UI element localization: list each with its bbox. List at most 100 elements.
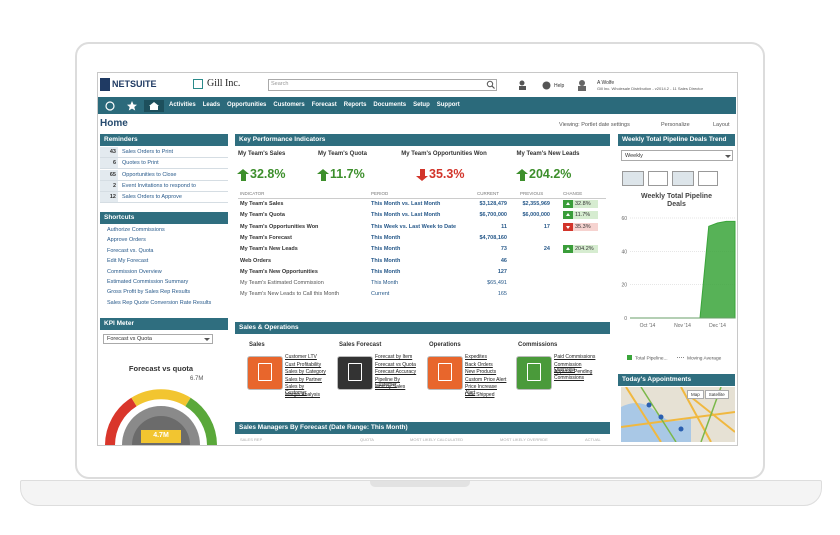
portlet-header: Sales & Operations bbox=[235, 322, 610, 334]
reminder-count: 65 bbox=[109, 171, 116, 178]
group-link[interactable]: Forecast by Item bbox=[375, 354, 413, 360]
kpi-current: $6,700,000 bbox=[479, 212, 507, 219]
group-link[interactable]: Sales by Partner bbox=[285, 376, 322, 383]
nav-item[interactable]: Activities bbox=[169, 102, 196, 108]
chart-type-button[interactable] bbox=[648, 171, 668, 186]
arrow-down-head bbox=[416, 175, 429, 181]
nav-item[interactable]: Customers bbox=[273, 102, 305, 108]
chart-type-button[interactable] bbox=[672, 171, 694, 186]
change-badge-arrow bbox=[565, 225, 570, 229]
group-link[interactable]: Pipeline By Customer bbox=[375, 376, 401, 389]
kpi-column-header: PREVIOUS bbox=[520, 191, 544, 196]
layout[interactable]: Layout bbox=[713, 122, 730, 128]
nav-icons[interactable] bbox=[104, 100, 164, 112]
reminder-count-cell bbox=[100, 180, 118, 191]
reminder-link[interactable]: Opportunities to Close bbox=[122, 171, 177, 178]
group-link[interactable]: Sales by Customer bbox=[285, 384, 307, 396]
reminder-count-cell bbox=[100, 169, 118, 180]
kpi-indicator: My Team's New Opportunities bbox=[240, 268, 318, 275]
user-icon[interactable] bbox=[576, 79, 592, 91]
kpi-period[interactable]: Current bbox=[371, 291, 390, 298]
column-header: ACTUAL bbox=[585, 437, 601, 442]
kpi-period[interactable]: This Month bbox=[371, 246, 401, 253]
group-link[interactable]: Commission Overview bbox=[554, 361, 582, 374]
change-badge-arrow bbox=[565, 213, 570, 217]
kpi-period[interactable]: This Month vs. Last Month bbox=[371, 212, 441, 219]
search-box[interactable] bbox=[268, 79, 497, 91]
shortcut-link[interactable]: Gross Profit by Sales Rep Results bbox=[107, 289, 191, 296]
shortcut-link[interactable]: Authorize Commissions bbox=[107, 227, 165, 233]
group-link[interactable]: Forecast Accuracy bbox=[375, 369, 417, 376]
user-name[interactable]: A Wolfe bbox=[597, 80, 615, 86]
kpi-indicator: Web Orders bbox=[240, 257, 272, 264]
nav-item[interactable]: Setup bbox=[413, 102, 430, 108]
select-arrow bbox=[725, 155, 731, 158]
group-link[interactable]: Expedites bbox=[465, 354, 487, 360]
group-link[interactable]: Late Shipped bbox=[465, 392, 495, 398]
kpi-current: $65,491 bbox=[487, 280, 507, 287]
shortcut-link[interactable]: Estimated Commission Summary bbox=[107, 279, 189, 285]
kpi-period[interactable]: This Month bbox=[371, 280, 399, 287]
kpi-period[interactable]: This Week vs. Last Week to Date bbox=[371, 223, 457, 230]
reminder-link[interactable]: Sales Orders to Print bbox=[122, 149, 174, 155]
column-header: QUOTA bbox=[360, 437, 374, 442]
kpi-indicator: My Team's Sales bbox=[240, 201, 284, 207]
arrow-up bbox=[241, 174, 246, 181]
shortcut-link[interactable]: Approve Orders bbox=[107, 237, 146, 244]
reminder-link[interactable]: Event Invitations to respond to bbox=[122, 182, 196, 189]
group-link[interactable]: Customer LTV bbox=[285, 354, 317, 360]
nav-item[interactable]: Opportunities bbox=[227, 102, 267, 108]
recent-icon[interactable] bbox=[518, 80, 530, 90]
reminder-link[interactable]: Quotes to Print bbox=[122, 160, 159, 167]
kpi-meter-select[interactable]: Forecast vs Quota bbox=[103, 334, 213, 344]
search-icon[interactable] bbox=[486, 80, 495, 89]
kpi-period[interactable]: This Month bbox=[371, 257, 401, 264]
personalize[interactable]: Personalize bbox=[661, 122, 690, 128]
group-link[interactable]: Price Increase Alert bbox=[465, 384, 497, 396]
help-link[interactable]: Help bbox=[554, 83, 565, 89]
nav-item[interactable]: Forecast bbox=[311, 102, 337, 108]
group-link[interactable]: Margin Analysis bbox=[285, 392, 321, 398]
column-header: MOST LIKELY OVERRIDE bbox=[500, 437, 548, 442]
map-button[interactable]: Map bbox=[687, 390, 704, 399]
chart-type-button[interactable] bbox=[622, 171, 644, 186]
shortcut-link[interactable]: Forecast vs. Quota bbox=[107, 247, 154, 254]
chart-type-button[interactable] bbox=[698, 171, 718, 186]
kpi-column-header: CHANGE bbox=[563, 191, 583, 196]
arrow-up bbox=[321, 174, 326, 181]
pipeline-select[interactable]: Weekly bbox=[621, 150, 733, 161]
help-icon[interactable] bbox=[542, 81, 551, 90]
shortcut-link[interactable]: Sales Rep Quote Conversion Rate Results bbox=[107, 299, 212, 306]
nav-item[interactable]: Reports bbox=[343, 102, 367, 108]
kpi-period[interactable]: This Month bbox=[371, 234, 401, 241]
kpi-column-header: CURRENT bbox=[477, 191, 499, 196]
reminder-count: 2 bbox=[112, 182, 116, 189]
group-title: Sales bbox=[249, 342, 265, 348]
kpi-period[interactable]: This Month vs. Last Month bbox=[371, 201, 441, 207]
group-link[interactable]: First by Sales bbox=[375, 384, 406, 391]
kpi-column-header: INDICATOR bbox=[240, 191, 265, 196]
user-role: Gill Inc. Wholesale Distribution - v2014… bbox=[597, 86, 703, 91]
change-badge-arrow bbox=[565, 247, 570, 251]
group-link[interactable]: Back Orders bbox=[465, 361, 493, 368]
kpi-summary-change: 32.8% bbox=[250, 167, 286, 181]
kpi-previous: $6,000,000 bbox=[522, 212, 550, 219]
kpi-current: 127 bbox=[497, 268, 507, 275]
kpi-period[interactable]: This Month bbox=[371, 268, 401, 275]
group-link[interactable]: New Products bbox=[465, 369, 497, 376]
map-button[interactable]: Satellite bbox=[704, 390, 729, 399]
shortcut-link[interactable]: Commission Overview bbox=[107, 268, 162, 275]
viewing-settings[interactable]: Viewing: Portlet date settings bbox=[559, 122, 630, 128]
reminder-link[interactable]: Sales Orders to Approve bbox=[122, 194, 182, 201]
group-link[interactable]: Approve Pending Commissions bbox=[554, 369, 593, 381]
group-link[interactable]: Cust Profitability bbox=[285, 361, 322, 368]
group-link[interactable]: Paid Commissions bbox=[554, 354, 596, 360]
group-link[interactable]: Custom Price Alert bbox=[465, 376, 507, 383]
group-link[interactable]: Sales by Category bbox=[285, 369, 326, 376]
nav-item[interactable]: Leads bbox=[202, 102, 221, 108]
group-link[interactable]: Forecast vs Quota bbox=[375, 361, 416, 368]
nav-item[interactable]: Support bbox=[436, 102, 460, 108]
shortcut-link[interactable]: Edit My Forecast bbox=[107, 258, 149, 265]
gauge-max-label: 6.7M bbox=[190, 376, 204, 382]
nav-item[interactable]: Documents bbox=[373, 102, 407, 108]
